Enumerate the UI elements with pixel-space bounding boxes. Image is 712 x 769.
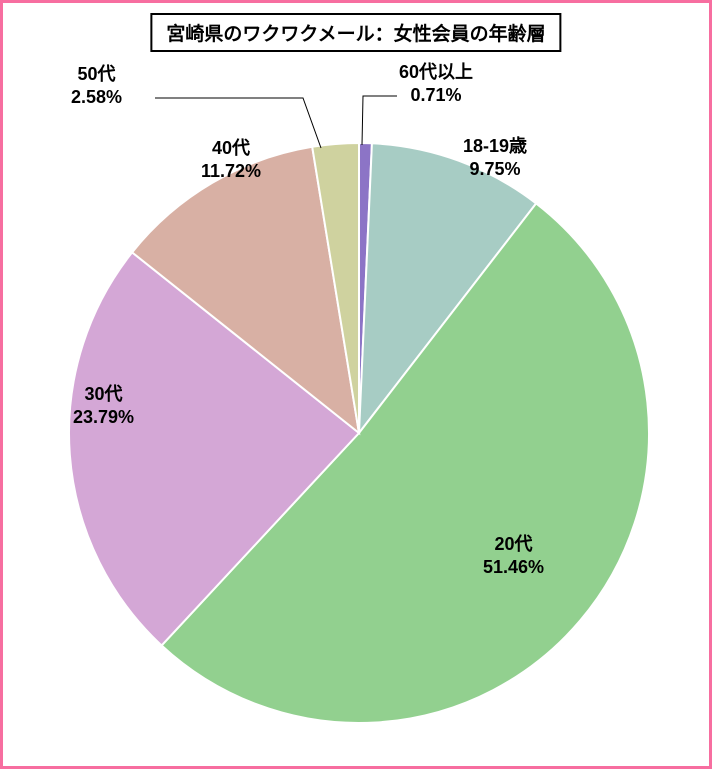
slice-label-name: 20代 xyxy=(483,533,544,556)
chart-frame: { "title": "宮崎県のワクワクメール：女性会員の年齢層", "char… xyxy=(0,0,712,769)
slice-label-name: 18-19歳 xyxy=(463,135,527,158)
pie-slice xyxy=(132,147,359,433)
leader-line xyxy=(155,98,321,148)
pie-slice xyxy=(69,252,359,645)
slice-label-percent: 11.72% xyxy=(201,160,261,183)
pie-slice xyxy=(359,143,372,433)
slice-label-percent: 0.71% xyxy=(399,84,473,107)
slice-label-percent: 23.79% xyxy=(73,406,134,429)
pie-slice xyxy=(162,203,649,723)
chart-title: 宮崎県のワクワクメール：女性会員の年齢層 xyxy=(150,13,561,52)
slice-label-percent: 9.75% xyxy=(463,158,527,181)
slice-label-name: 40代 xyxy=(201,137,261,160)
slice-label-name: 50代 xyxy=(71,63,122,86)
slice-label-name: 30代 xyxy=(73,383,134,406)
slice-label-percent: 51.46% xyxy=(483,556,544,579)
pie-slice xyxy=(312,143,359,433)
slice-label: 18-19歳9.75% xyxy=(463,135,527,182)
labels-layer: 60代以上0.71% 18-19歳9.75% 20代51.46% 30代23.79% 4… xyxy=(3,3,709,766)
slice-label: 30代23.79% xyxy=(73,383,134,430)
slice-label: 60代以上0.71% xyxy=(399,61,473,108)
slice-label-percent: 2.58% xyxy=(71,86,122,109)
pie-chart xyxy=(3,3,709,766)
slice-label: 50代2.58% xyxy=(71,63,122,110)
slice-label-name: 60代以上 xyxy=(399,61,473,84)
slice-label: 20代51.46% xyxy=(483,533,544,580)
slice-label: 40代11.72% xyxy=(201,137,261,184)
pie-slice xyxy=(359,143,536,433)
leader-line xyxy=(362,96,397,145)
